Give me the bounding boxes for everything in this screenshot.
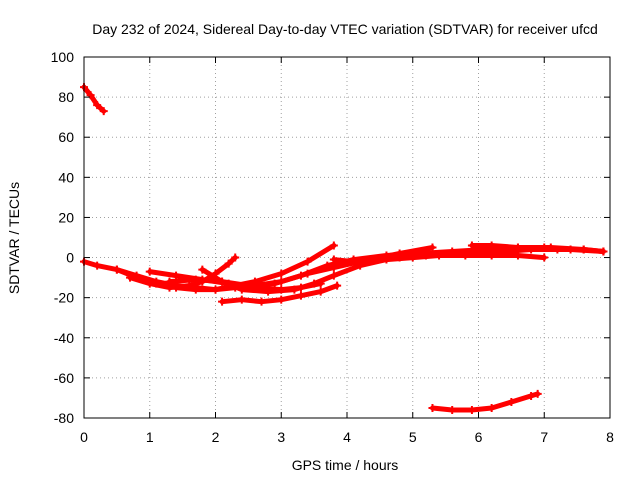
data-point (277, 295, 286, 304)
data-point (198, 265, 207, 274)
y-tick-label: 100 (51, 49, 75, 65)
series-layer (80, 83, 608, 414)
y-tick-label: -40 (54, 330, 74, 346)
data-point (218, 277, 227, 286)
data-point (185, 281, 194, 290)
y-tick-label: 80 (58, 89, 74, 105)
data-series (80, 83, 108, 116)
y-tick-label: -20 (54, 290, 74, 306)
chart-title: Day 232 of 2024, Sidereal Day-to-day VTE… (92, 21, 598, 37)
data-point (165, 277, 174, 286)
data-point (112, 265, 121, 274)
data-point (270, 279, 279, 288)
y-tick-label: 40 (58, 169, 74, 185)
data-series (428, 389, 542, 414)
y-tick-label: 20 (58, 209, 74, 225)
data-point (513, 243, 522, 252)
data-point (296, 291, 305, 300)
x-tick-label: 3 (277, 429, 285, 445)
series-points (126, 253, 240, 292)
data-point (566, 245, 575, 254)
data-point (211, 285, 220, 294)
data-point (126, 273, 135, 282)
y-axis-label: SDTVAR / TECUs (6, 182, 22, 294)
series-points (218, 281, 342, 306)
data-point (533, 389, 542, 398)
data-point (487, 403, 496, 412)
series-track (81, 84, 107, 114)
data-point (191, 275, 200, 284)
data-point (467, 405, 476, 414)
y-tick-label: -60 (54, 370, 74, 386)
data-point (191, 285, 200, 294)
data-point (507, 397, 516, 406)
data-point (290, 285, 299, 294)
y-tick-label: 0 (66, 250, 74, 266)
data-point (329, 255, 338, 264)
series-points (467, 241, 608, 256)
data-point (93, 101, 102, 110)
series-points (428, 389, 542, 414)
x-tick-label: 2 (212, 429, 220, 445)
data-point (369, 255, 378, 264)
series-track (430, 391, 541, 413)
data-point (395, 253, 404, 262)
data-series (218, 281, 342, 306)
y-axis-ticks: -80 -60 -40 -20 0 20 40 60 80 100 (51, 49, 610, 426)
x-tick-label: 8 (606, 429, 614, 445)
data-point (237, 285, 246, 294)
y-tick-label: -80 (54, 410, 74, 426)
data-point (145, 279, 154, 288)
data-point (540, 253, 549, 262)
data-point (231, 253, 240, 262)
x-tick-label: 5 (409, 429, 417, 445)
x-tick-label: 6 (475, 429, 483, 445)
data-point (599, 247, 608, 256)
data-series (467, 241, 608, 256)
data-point (540, 243, 549, 252)
data-point (93, 261, 102, 270)
data-point (224, 259, 233, 268)
data-point (448, 405, 457, 414)
data-point (296, 271, 305, 280)
grid (84, 57, 610, 418)
data-point (428, 403, 437, 412)
data-point (527, 391, 536, 400)
data-point (218, 297, 227, 306)
data-point (277, 269, 286, 278)
data-point (264, 287, 273, 296)
x-axis-ticks: 0 1 2 3 4 5 6 7 8 (80, 57, 614, 445)
data-point (316, 287, 325, 296)
data-point (323, 261, 332, 270)
data-point (172, 271, 181, 280)
x-tick-label: 1 (146, 429, 154, 445)
data-point (448, 249, 457, 258)
x-tick-label: 0 (80, 429, 88, 445)
y-tick-label: 60 (58, 129, 74, 145)
data-point (487, 241, 496, 250)
data-point (333, 281, 342, 290)
data-point (421, 251, 430, 260)
data-point (99, 107, 108, 116)
data-point (349, 257, 358, 266)
data-point (86, 91, 95, 100)
data-point (237, 295, 246, 304)
data-point (257, 297, 266, 306)
data-point (310, 279, 319, 288)
data-point (329, 271, 338, 280)
x-axis-label: GPS time / hours (292, 457, 399, 473)
x-tick-label: 4 (343, 429, 351, 445)
data-point (467, 241, 476, 250)
data-point (303, 257, 312, 266)
data-point (474, 247, 483, 256)
data-point (145, 267, 154, 276)
data-point (329, 241, 338, 250)
x-tick-label: 7 (540, 429, 548, 445)
